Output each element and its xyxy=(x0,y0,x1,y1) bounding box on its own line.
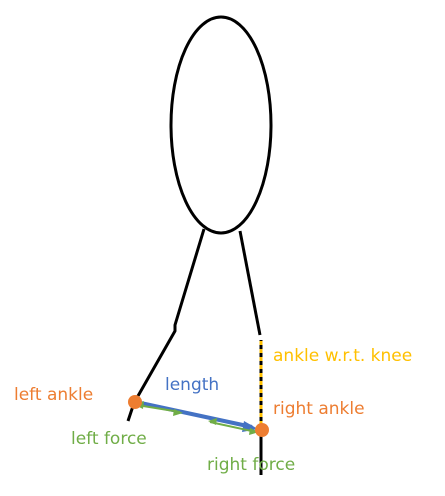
left-force-arrow xyxy=(136,404,181,413)
right-force-label: right force xyxy=(207,455,295,475)
body-ellipse xyxy=(169,15,273,235)
length-label: length xyxy=(165,375,219,395)
left-force-label: left force xyxy=(71,429,147,449)
right-ankle-label: right ankle xyxy=(273,399,365,419)
right-force-arrowhead-start xyxy=(208,418,217,425)
right-force-arrow xyxy=(209,421,257,433)
left-ankle-label: left ankle xyxy=(14,385,93,405)
left-force-arrowhead-end xyxy=(173,409,183,416)
length-arrow xyxy=(135,400,253,429)
left-leg xyxy=(126,228,206,422)
left-ankle-dot xyxy=(128,395,142,409)
right-ankle-dot xyxy=(255,423,269,437)
ankle-wrt-knee-label: ankle w.r.t. knee xyxy=(273,346,412,366)
right-force-arrowhead-end xyxy=(249,428,259,435)
right-leg-upper xyxy=(238,230,262,336)
